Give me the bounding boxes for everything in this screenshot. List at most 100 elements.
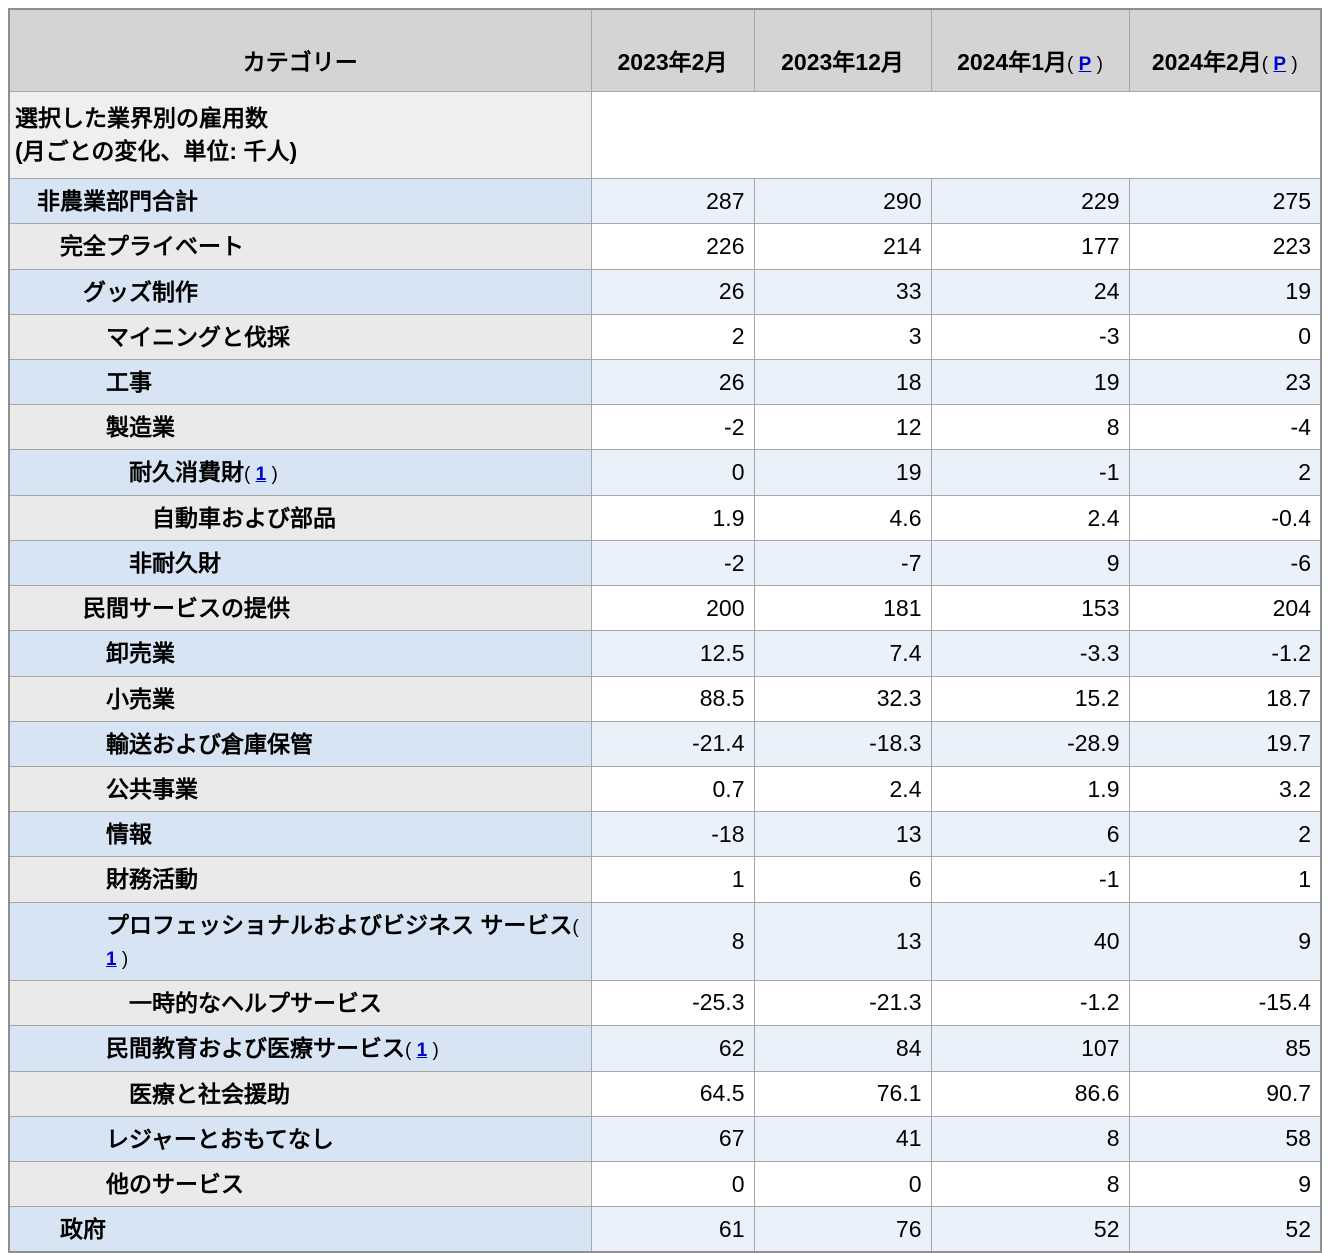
row-label-text: 民間教育および医療サービス	[106, 1034, 405, 1061]
row-label: グッズ制作	[8, 268, 592, 315]
column-header-label: 2023年2月	[617, 48, 728, 75]
column-header-label: 2024年1月	[957, 48, 1068, 75]
value-cell: 13	[753, 901, 932, 981]
row-label: 政府	[8, 1206, 592, 1253]
row-label: 医療と社会援助	[8, 1070, 592, 1117]
value-cell: 12	[753, 404, 932, 451]
value-cell: 0	[753, 1160, 932, 1208]
table-body: 選択した業界別の雇用数 (月ごとの変化、単位: 千人) 非農業部門合計 287 29…	[8, 90, 1322, 1253]
row-label: 自動車および部品	[8, 494, 592, 542]
value-cell: 3	[753, 313, 932, 360]
value-cell: 58	[1128, 1115, 1322, 1162]
table-row: 耐久消費財( 1 ) 0 19 -1 2	[8, 449, 1322, 496]
section-empty-cell	[590, 90, 1322, 180]
table-row: プロフェッショナルおよびビジネス サービス( 1 ) 8 13 40 9	[8, 901, 1322, 981]
footnote-ref: ( P )	[1261, 53, 1298, 75]
section-title: 選択した業界別の雇用数 (月ごとの変化、単位: 千人)	[8, 90, 592, 180]
row-label: 製造業	[8, 404, 592, 451]
value-cell: -1.2	[930, 979, 1130, 1026]
row-label-text: 財務活動	[106, 866, 198, 893]
row-label-text: 完全プライベート	[60, 233, 244, 260]
value-cell: 85	[1128, 1024, 1322, 1072]
value-cell: -2	[590, 540, 755, 587]
table-row: レジャーとおもてなし 67 41 8 58	[8, 1115, 1322, 1162]
table-row: マイニングと伐採 2 3 -3 0	[8, 313, 1322, 360]
value-cell: 177	[930, 223, 1130, 270]
row-label: 情報	[8, 811, 592, 858]
row-label: 財務活動	[8, 856, 592, 903]
footnote-link-1[interactable]: 1	[106, 949, 117, 971]
value-cell: 223	[1128, 223, 1322, 270]
row-label: レジャーとおもてなし	[8, 1115, 592, 1162]
value-cell: 88.5	[590, 675, 755, 722]
table-row: 自動車および部品 1.9 4.6 2.4 -0.4	[8, 494, 1322, 542]
value-cell: 84	[753, 1024, 932, 1072]
value-cell: 13	[753, 811, 932, 858]
footnote-link-P[interactable]: P	[1273, 53, 1287, 75]
footnote-ref: ( 1 )	[405, 1039, 439, 1061]
value-cell: 8	[930, 404, 1130, 451]
section-row: 選択した業界別の雇用数 (月ごとの変化、単位: 千人)	[8, 90, 1322, 180]
column-header-period-3: 2024年1月( P )	[930, 8, 1130, 92]
value-cell: 0	[590, 1160, 755, 1208]
row-label-text: 自動車および部品	[152, 504, 336, 531]
row-label: 耐久消費財( 1 )	[8, 449, 592, 496]
value-cell: -3	[930, 313, 1130, 360]
value-cell: 76	[753, 1206, 932, 1253]
value-cell: -2	[590, 404, 755, 451]
value-cell: 67	[590, 1115, 755, 1162]
row-label: 民間教育および医療サービス( 1 )	[8, 1024, 592, 1072]
value-cell: 8	[590, 901, 755, 981]
value-cell: 2	[1128, 449, 1322, 496]
value-cell: -18	[590, 811, 755, 858]
value-cell: 8	[930, 1160, 1130, 1208]
column-header-period-1: 2023年2月	[590, 8, 755, 92]
row-label: 工事	[8, 358, 592, 406]
row-label-text: プロフェッショナルおよびビジネス サービス	[106, 911, 573, 938]
value-cell: -4	[1128, 404, 1322, 451]
value-cell: 2	[590, 313, 755, 360]
row-label: 他のサービス	[8, 1160, 592, 1208]
row-label-text: 工事	[106, 368, 152, 395]
value-cell: 200	[590, 585, 755, 632]
value-cell: -18.3	[753, 720, 932, 768]
table-row: 他のサービス 0 0 8 9	[8, 1160, 1322, 1208]
table-row: 医療と社会援助 64.5 76.1 86.6 90.7	[8, 1070, 1322, 1117]
value-cell: 226	[590, 223, 755, 270]
value-cell: 214	[753, 223, 932, 270]
row-label-text: グッズ制作	[83, 278, 198, 305]
value-cell: -21.4	[590, 720, 755, 768]
value-cell: -7	[753, 540, 932, 587]
value-cell: 2.4	[753, 766, 932, 813]
section-title-line2: (月ごとの変化、単位: 千人)	[15, 137, 298, 164]
value-cell: 9	[1128, 901, 1322, 981]
value-cell: -3.3	[930, 630, 1130, 677]
section-title-line1: 選択した業界別の雇用数	[15, 104, 268, 131]
column-header-period-4: 2024年2月( P )	[1128, 8, 1322, 92]
row-label: 非農業部門合計	[8, 178, 592, 225]
row-label-text: 公共事業	[106, 776, 198, 803]
row-label: 公共事業	[8, 766, 592, 813]
table-row: グッズ制作 26 33 24 19	[8, 268, 1322, 315]
value-cell: 26	[590, 268, 755, 315]
value-cell: 7.4	[753, 630, 932, 677]
value-cell: 18.7	[1128, 675, 1322, 722]
footnote-link-1[interactable]: 1	[255, 464, 267, 486]
footnote-link-1[interactable]: 1	[416, 1039, 428, 1061]
value-cell: 18	[753, 358, 932, 406]
value-cell: 2	[1128, 811, 1322, 858]
employment-by-industry-table: カテゴリー 2023年2月 2023年12月 2024年1月( P ) 2024年2月(…	[8, 8, 1322, 1253]
value-cell: 15.2	[930, 675, 1130, 722]
value-cell: 229	[930, 178, 1130, 225]
table-row: 民間サービスの提供 200 181 153 204	[8, 585, 1322, 632]
row-label: プロフェッショナルおよびビジネス サービス( 1 )	[8, 901, 592, 981]
footnote-link-P[interactable]: P	[1078, 53, 1092, 75]
value-cell: 86.6	[930, 1070, 1130, 1117]
table-row: 財務活動 1 6 -1 1	[8, 856, 1322, 903]
value-cell: 6	[753, 856, 932, 903]
value-cell: -6	[1128, 540, 1322, 587]
row-label-text: 政府	[60, 1216, 106, 1243]
value-cell: 19	[753, 449, 932, 496]
value-cell: 9	[1128, 1160, 1322, 1208]
value-cell: 64.5	[590, 1070, 755, 1117]
